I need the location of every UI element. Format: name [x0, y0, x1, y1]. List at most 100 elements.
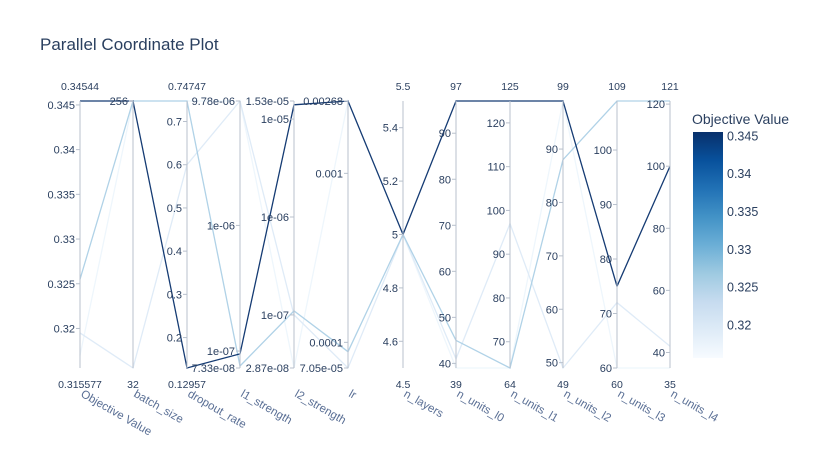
axis-tick-label: 0.34 [54, 145, 75, 157]
axis-tick-label: 5.2 [383, 176, 398, 188]
axis-tick-label: 0.2 [167, 333, 182, 345]
axis-tick-label: 70 [546, 251, 558, 263]
axis-tick-label: 0.335 [47, 189, 75, 201]
axis-tick-label: 120 [487, 118, 505, 130]
trial-line-1 [79, 100, 670, 369]
colorbar-tick-label: 0.34 [727, 167, 751, 181]
axis-range-max: 5.5 [396, 81, 411, 93]
axis-tick-label: 80 [439, 174, 451, 186]
axis-tick-label: 80 [546, 197, 558, 209]
axis-tick-label: 100 [487, 205, 505, 217]
axis-title: n_units_l0 [455, 388, 506, 425]
axis-tick-label: 4.6 [383, 336, 398, 348]
axis-tick-label: 90 [439, 128, 451, 140]
axis-tick-label: 40 [653, 347, 665, 359]
axis-tick-label: 7.33e-08 [192, 363, 235, 375]
axis-range-min: 64 [504, 379, 516, 391]
axis-tick-label: 0.6 [167, 160, 182, 172]
axis-range-min: 60 [611, 379, 623, 391]
axis-tick-label: 40 [439, 358, 451, 370]
axis-tick-label: 1.53e-05 [246, 96, 289, 108]
axis-tick-label: 0.32 [54, 323, 75, 335]
axis-tick-label: 70 [493, 337, 505, 349]
axis-tick-label: 60 [546, 304, 558, 316]
axis-range-min: 4.5 [396, 379, 411, 391]
axis-tick-label: 0.325 [47, 279, 75, 291]
axis-tick-label: 0.3 [167, 289, 182, 301]
axis-range-min: 49 [557, 379, 569, 391]
axis-tick-label: 0.345 [47, 100, 75, 112]
trial-line-2 [79, 99, 671, 370]
axis-2[interactable]: 0.2 0.3 0.4 0.5 0.6 0.7 0.74747 0.12957dropout_… [167, 81, 248, 431]
axis-range-min: 0.315577 [58, 379, 102, 391]
axis-tick-label: 5 [392, 230, 398, 242]
axis-range-min: 32 [127, 379, 139, 391]
axis-tick-label: 1e-07 [261, 310, 289, 322]
colorbar: Objective Value 0.320.3250.330.3350.340.… [692, 111, 789, 358]
axis-range-max: 121 [661, 81, 679, 93]
axis-title: n_layers [402, 388, 446, 420]
axis-tick-label: 120 [647, 99, 665, 111]
colorbar-tick-label: 0.325 [727, 281, 758, 295]
axis-tick-label: 80 [493, 293, 505, 305]
colorbar-tick-label: 0.33 [727, 243, 751, 257]
axis-tick-label: 50 [546, 358, 558, 370]
axes[interactable]: 0.320.3250.330.3350.340.3450.345440.3155… [47, 81, 720, 438]
axis-tick-label: 110 [487, 162, 505, 174]
axis-tick-label: 60 [600, 363, 612, 375]
axis-range-max: 125 [501, 81, 519, 93]
axis-title: dropout_rate [186, 388, 248, 431]
axis-tick-label: 100 [647, 161, 665, 173]
chart-title: Parallel Coordinate Plot [40, 35, 219, 54]
axis-tick-label: 7.05e-05 [300, 363, 343, 375]
axis-title: n_units_l2 [562, 388, 613, 425]
axis-tick-label: 100 [594, 145, 612, 157]
axis-tick-label: 256 [110, 96, 128, 108]
axis-tick-label: 0.0001 [309, 337, 343, 349]
axis-tick-label: 0.001 [315, 168, 343, 180]
axis-title: n_units_l4 [669, 388, 721, 425]
axis-tick-label: 1e-06 [261, 212, 289, 224]
axis-tick-label: 0.00268 [303, 96, 343, 108]
axis-tick-label: 70 [600, 309, 612, 321]
colorbar-tick-label: 0.335 [727, 205, 758, 219]
axis-range-min: 39 [450, 379, 462, 391]
colorbar-ticks: 0.32 0.325 0.33 0.335 0.34 0.345 [727, 129, 758, 332]
axis-range-min: 0.12957 [168, 379, 206, 391]
axis-range-min: 35 [664, 379, 676, 391]
axis-tick-label: 0.5 [167, 203, 182, 215]
axis-tick-label: 90 [546, 144, 558, 156]
axis-tick-label: 1e-05 [261, 114, 289, 126]
axis-title: n_units_l1 [509, 388, 560, 425]
axis-title: n_units_l3 [616, 388, 667, 425]
axis-tick-label: 9.78e-06 [192, 96, 235, 108]
axis-tick-label: 70 [439, 220, 451, 232]
axis-tick-label: 0.33 [54, 234, 75, 246]
axis-tick-label: 50 [439, 312, 451, 324]
axis-tick-label: 80 [653, 223, 665, 235]
axis-tick-label: 90 [600, 200, 612, 212]
axis-range-max: 97 [450, 81, 462, 93]
colorbar-title: Objective Value [692, 111, 789, 127]
axis-tick-label: 60 [439, 266, 451, 278]
axis-tick-label: 80 [600, 254, 612, 266]
axis-tick-label: 90 [493, 249, 505, 261]
axis-title: l2_strength [293, 388, 348, 427]
axis-range-max: 0.34544 [61, 81, 99, 93]
axis-tick-label: 0.7 [167, 117, 182, 129]
axis-tick-label: 60 [653, 285, 665, 297]
axis-6[interactable]: 4.6 4.8 5 5.2 5.4 5.5 4.5n_layers [383, 81, 446, 420]
axis-4[interactable]: 2.87e-08 1e-07 1e-06 1e-05 1.53e-05 l2_streng… [246, 96, 348, 427]
axis-tick-label: 5.4 [383, 123, 398, 135]
trial-lines [79, 98, 671, 370]
axis-range-max: 99 [557, 81, 569, 93]
axis-tick-label: 4.8 [383, 283, 398, 295]
axis-title: lr [347, 388, 359, 402]
axis-5[interactable]: 7.05e-05 0.0001 0.001 0.00268 lr [300, 96, 359, 402]
colorbar-tick-label: 0.32 [727, 319, 751, 333]
